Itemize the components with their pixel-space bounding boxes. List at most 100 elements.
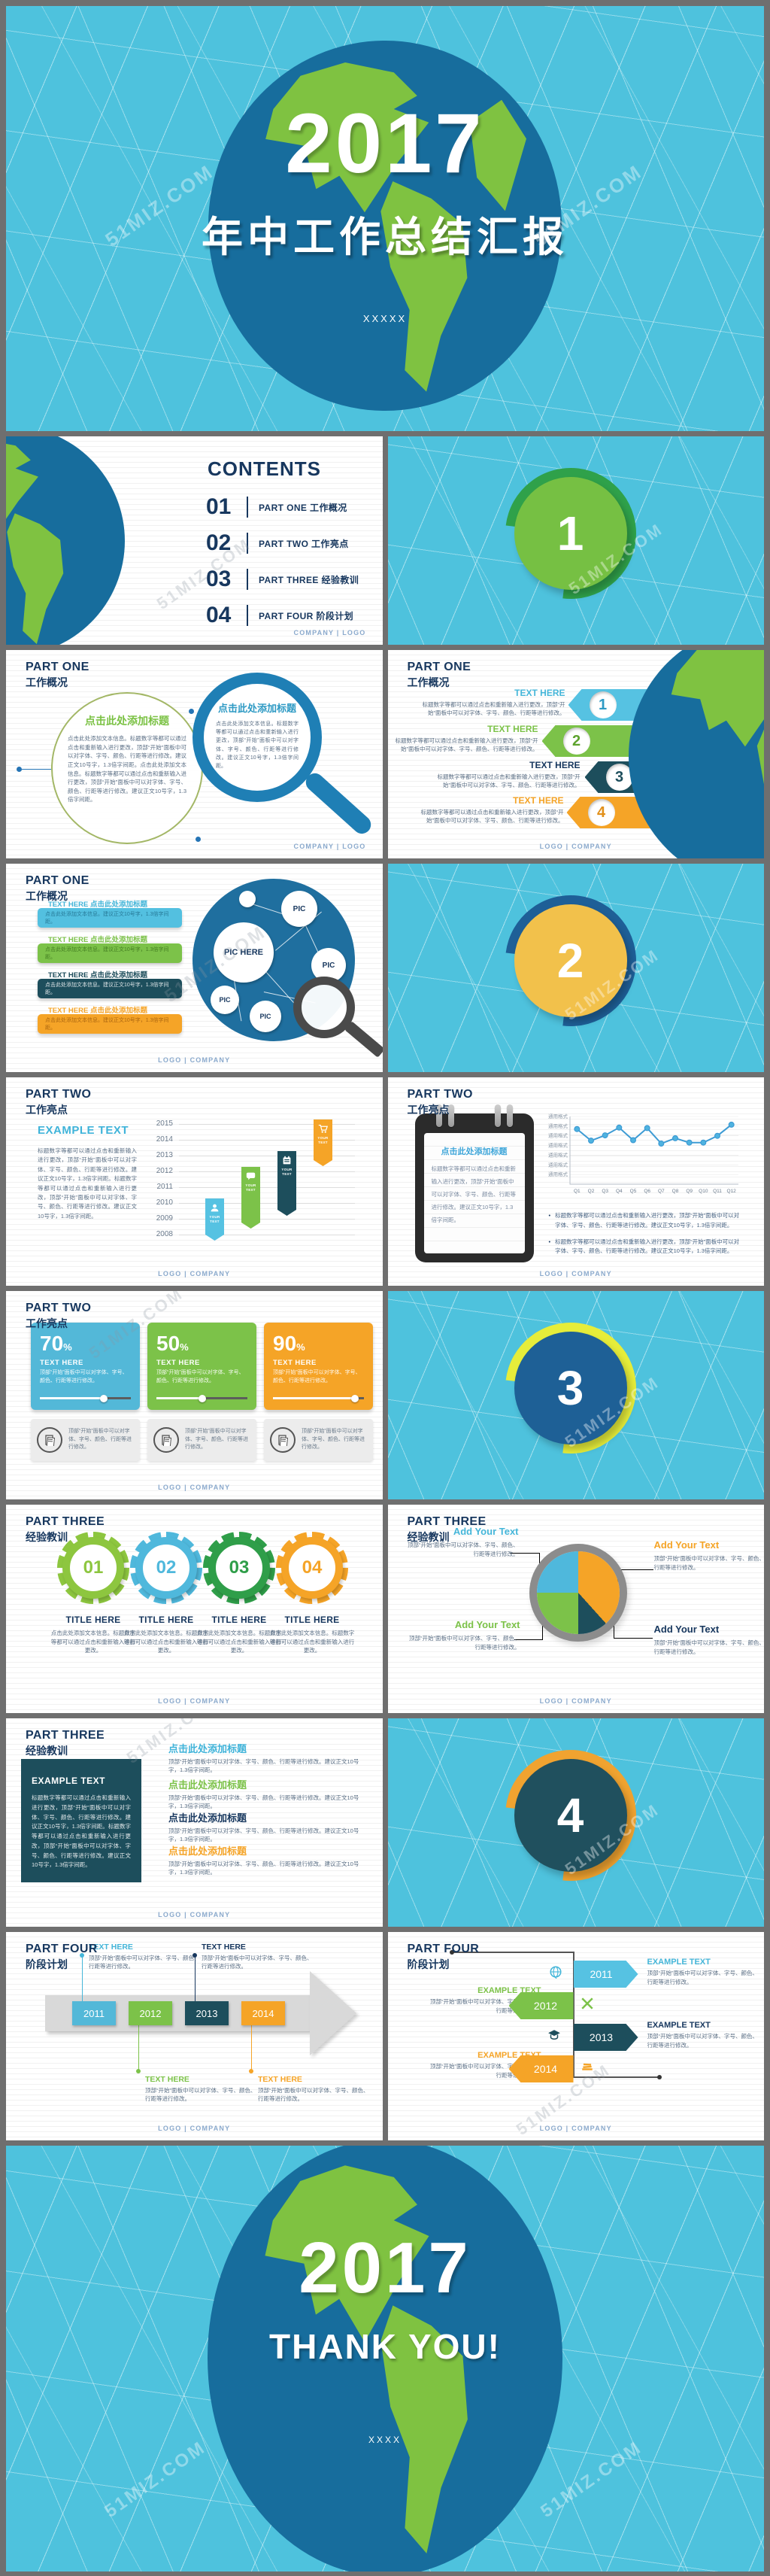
progress-slider[interactable] (273, 1394, 364, 1402)
slider-knob[interactable] (350, 1394, 359, 1402)
slide-divider-3[interactable]: 3 51MIZ.COM (387, 1291, 764, 1499)
gridline (179, 1140, 355, 1141)
gear-icon: 03 (203, 1532, 275, 1604)
step-text: TEXT HERE 标题数字等都可以通过点击和重新输入进行更改，顶部“开始”面板… (420, 795, 564, 825)
box-title: EXAMPLE TEXT (32, 1776, 106, 1786)
cover-subtitle: XXXXX (362, 313, 408, 324)
contents-item[interactable]: 04 PART FOUR 阶段计划 (206, 600, 359, 630)
section-zh: 经验教训 (26, 1531, 68, 1543)
slide-part3-gears[interactable]: PART THREE 经验教训 01 02 03 04 TITLE HERE 点… (6, 1505, 383, 1713)
cart-icon (318, 1124, 328, 1134)
example-box: EXAMPLE TEXT 标题数字等都可以通过点击和重新输入进行更改，顶部“开始… (21, 1759, 141, 1882)
contents-item[interactable]: 01 PART ONE 工作概况 (206, 492, 359, 522)
row-bar: 点击此处添加文本信息。建议正文10号字，1.3倍字间距。 (38, 943, 182, 963)
percent-value: 70 (40, 1332, 64, 1355)
slide-part2-ribbons[interactable]: PART TWO 工作亮点 EXAMPLE TEXT 标题数字等都可以通过点击和… (6, 1077, 383, 1286)
section-en: PART ONE (407, 661, 471, 673)
note-text: 顶部“开始”面板中可以对字体、字号、颜色、行距等进行修改。 (68, 1428, 132, 1451)
section-en: PART THREE (26, 1515, 105, 1528)
section-zh: 工作概况 (26, 676, 68, 688)
percent-card: 90% TEXT HERE 顶部“开始”面板中可以对字体、字号、颜色、行距等进行… (264, 1323, 373, 1410)
slide-contents[interactable]: CONTENTS 01 PART ONE 工作概况 02 PART TWO 工作… (6, 436, 383, 645)
svg-text:通用格式: 通用格式 (548, 1171, 568, 1177)
item-label: PART THREE 经验教训 (259, 574, 359, 585)
slide-part1-network[interactable]: PART ONE 工作概况 TEXT HERE 点击此处添加标题 点击此处添加文… (6, 864, 383, 1072)
svg-text:Q10: Q10 (699, 1189, 708, 1194)
connector-line (20, 769, 51, 770)
section-zh: 工作概况 (26, 890, 68, 902)
document-icon (37, 1427, 62, 1453)
year-box: 2013 (185, 2001, 229, 2025)
svg-text:Q4: Q4 (615, 1189, 622, 1194)
year-tag: 2014 (508, 2055, 574, 2082)
percent-sign: % (63, 1341, 72, 1353)
connector-dot (17, 767, 22, 772)
continent-shape (7, 513, 64, 645)
slide-part4-vtimeline[interactable]: PART FOUR 阶段计划 2011 EXAMPLE TEXT 顶部“开始”面… (387, 1932, 764, 2140)
connector-line (509, 1553, 540, 1575)
gridline (179, 1171, 355, 1172)
slide-header: PART THREE 经验教训 (26, 1729, 105, 1758)
contents-item[interactable]: 02 PART TWO 工作亮点 (206, 528, 359, 558)
contents-list: 01 PART ONE 工作概况 02 PART TWO 工作亮点 03 PAR… (206, 492, 359, 636)
row-bar: 点击此处添加文本信息。建议正文10号字，1.3倍字间距。 (38, 979, 182, 998)
axis-year: 2009 (156, 1214, 173, 1223)
card-body: 顶部“开始”面板中可以对字体、字号、颜色、行距等进行修改。 (156, 1370, 244, 1384)
note-text: 顶部“开始”面板中可以对字体、字号、颜色、行距等进行修改。 (302, 1428, 365, 1451)
pie-label: Add Your Text 顶部“开始”面板中可以对字体、字号、颜色、行距等进行… (409, 1619, 520, 1652)
slide-part3-blocks[interactable]: PART THREE 经验教训 EXAMPLE TEXT 标题数字等都可以通过点… (6, 1718, 383, 1927)
slide-thankyou[interactable]: 2017 THANK YOU! XXXX 51MIZ.COM 51MIZ.COM (6, 2146, 764, 2571)
pie-label-body: 顶部“开始”面板中可以对字体、字号、颜色、行距等进行修改。 (408, 1542, 519, 1557)
slide-part1-arrows[interactable]: PART ONE 工作概况 TEXT HERE 标题数字等都可以通过点击和重新输… (387, 650, 764, 858)
block-title: 点击此处添加标题 (168, 1812, 247, 1824)
gear-icon: 01 (57, 1532, 129, 1604)
bullet-text: 标题数字等都可以通过点击和重新输入进行更改，顶部“开始”面板中可以对字体、字号、… (555, 1212, 740, 1229)
slider-knob[interactable] (198, 1394, 206, 1402)
block-title: 点击此处添加标题 (168, 1845, 247, 1857)
item-number: 01 (206, 494, 232, 519)
slide-header: PART FOUR 阶段计划 (408, 1943, 480, 1972)
slide-footer: LOGO | COMPANY (158, 2125, 231, 2132)
contents-title: CONTENTS (208, 457, 321, 480)
slide-part1-magnifier[interactable]: PART ONE 工作概况 点击此处添加标题 点击此处添加文本信息。标题数字等都… (6, 650, 383, 858)
section-en: PART TWO (26, 1302, 92, 1314)
year-box: 2014 (241, 2001, 285, 2025)
cover-title: 年中工作总结汇报 (201, 214, 568, 260)
progress-slider[interactable] (156, 1394, 247, 1402)
percent-value: 90 (273, 1332, 297, 1355)
gear-text: TITLE HERE 点击此处添加文本信息。标题数字等都可以通过点击和重新输入进… (268, 1615, 356, 1655)
section-zh: 工作亮点 (26, 1104, 68, 1116)
percent-card: 70% TEXT HERE 顶部“开始”面板中可以对字体、字号、颜色、行距等进行… (31, 1323, 140, 1410)
timeline-body: 顶部“开始”面板中可以对字体、字号、颜色、行距等进行修改。 (145, 2087, 256, 2103)
slide-cover[interactable]: 2017 年中工作总结汇报 XXXXX 51MIZ.COM 51MIZ.COM (6, 6, 764, 431)
section-en: PART THREE (407, 1515, 487, 1528)
cover-year: 2017 (285, 96, 485, 190)
slide-part2-linechart[interactable]: PART TWO 工作亮点 点击此处添加标题 标题数字等都可以通过点击和重新输入… (387, 1077, 764, 1286)
globe-graphic (629, 650, 764, 858)
svg-text:Q9: Q9 (686, 1189, 693, 1194)
thankyou-subtitle: XXXX (368, 2435, 402, 2445)
slider-knob[interactable] (99, 1394, 108, 1402)
note-text: 顶部“开始”面板中可以对字体、字号、颜色、行距等进行修改。 (185, 1428, 248, 1451)
slide-footer: COMPANY | LOGO (293, 629, 366, 636)
ribbon-label: YOUR TEXT (317, 1136, 329, 1145)
timeline-text: TEXT HERE 顶部“开始”面板中可以对字体、字号、颜色、行距等进行修改。 (202, 1943, 314, 1971)
slide-part3-pie[interactable]: PART THREE 经验教训 Add Your Text 顶部“开始”面板中可… (387, 1505, 764, 1713)
slide-divider-4[interactable]: 4 51MIZ.COM (387, 1718, 764, 1927)
slide-divider-1[interactable]: 1 51MIZ.COM (387, 436, 764, 645)
magnifier-handle-icon (344, 1021, 383, 1058)
section-en: PART FOUR (26, 1943, 98, 1955)
contents-item[interactable]: 03 PART THREE 经验教训 (206, 564, 359, 594)
pie-label: Add Your Text 顶部“开始”面板中可以对字体、字号、颜色、行距等进行… (408, 1526, 519, 1559)
section-zh: 阶段计划 (26, 1958, 68, 1970)
slide-part4-timeline[interactable]: PART FOUR 阶段计划 2011 2012 2013 2014 TEXT … (6, 1932, 383, 2140)
slide-part2-percent[interactable]: PART TWO 工作亮点 70% TEXT HERE 顶部“开始”面板中可以对… (6, 1291, 383, 1499)
timeline-body: 顶部“开始”面板中可以对字体、字号、颜色、行距等进行修改。 (647, 1970, 759, 1985)
slide-divider-2[interactable]: 2 51MIZ.COM (387, 864, 764, 1072)
ribbon-label: YOUR TEXT (209, 1215, 220, 1224)
progress-slider[interactable] (40, 1394, 131, 1402)
block-item: 点击此处添加标题 顶部“开始”面板中可以对字体、字号、颜色、行距等进行修改。建议… (168, 1741, 365, 1775)
connector-dot (656, 2075, 662, 2079)
svg-text:通用格式: 通用格式 (548, 1113, 568, 1119)
slider-track-dark (354, 1397, 364, 1399)
